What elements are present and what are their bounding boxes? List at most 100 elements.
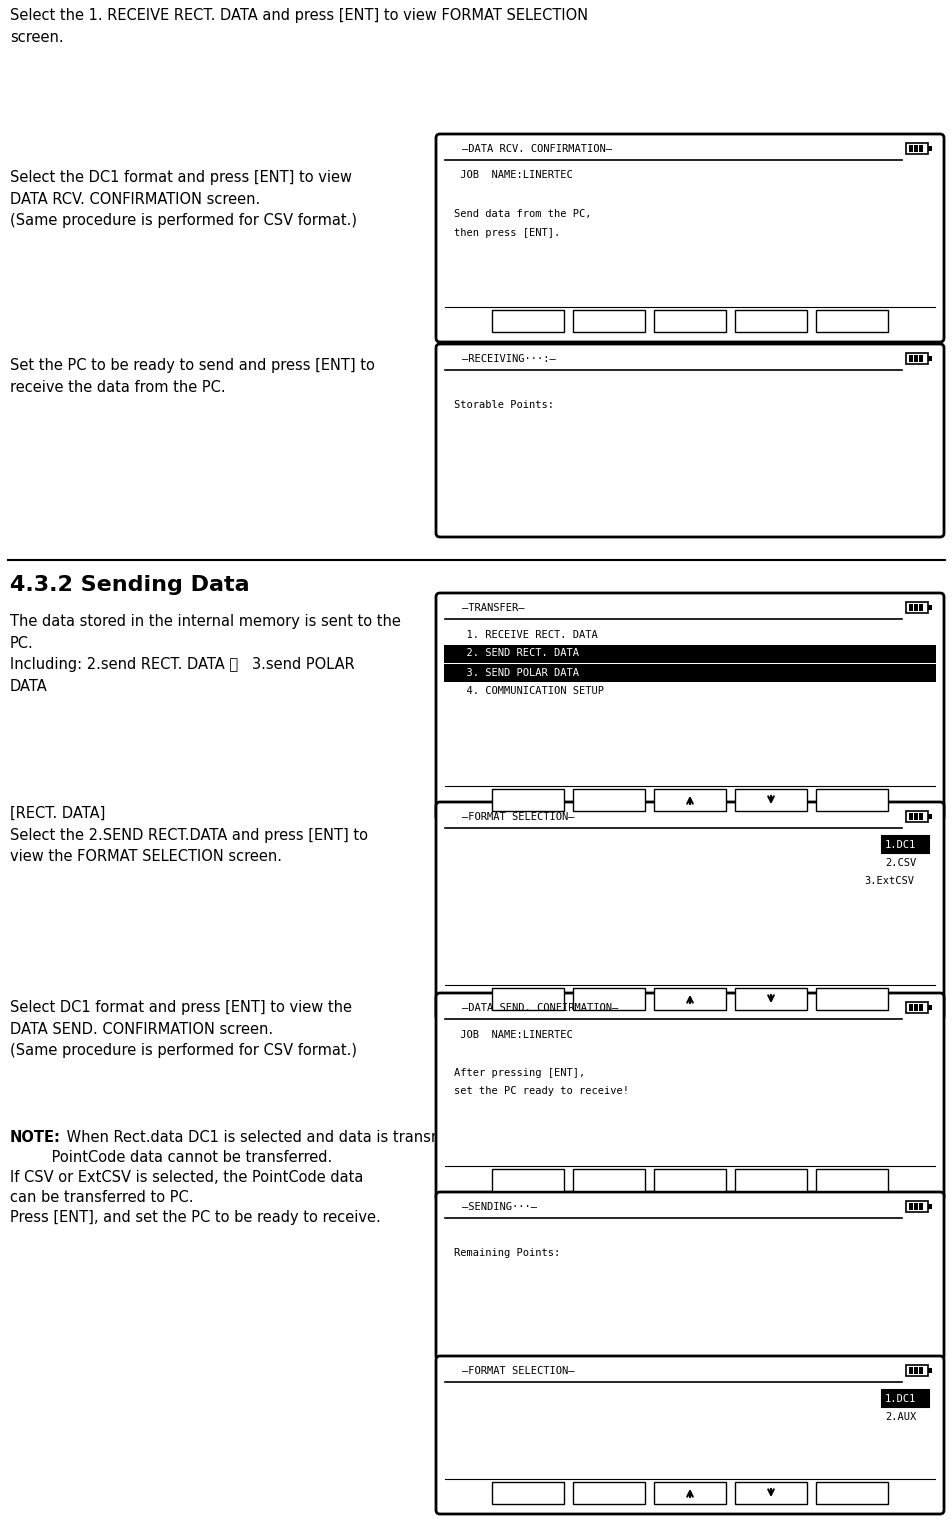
Bar [927,356,931,362]
Text: 1.DC1: 1.DC1 [884,839,915,850]
Bar [572,987,645,1010]
Text: If CSV or ExtCSV is selected, the PointCode data: If CSV or ExtCSV is selected, the PointC… [10,1170,363,1186]
FancyBboxPatch shape [436,134,943,342]
Text: —FORMAT SELECTION—: —FORMAT SELECTION— [462,1366,574,1376]
Text: —DATA SEND. CONFIRMATION—: —DATA SEND. CONFIRMATION— [462,1003,618,1013]
Text: Press [ENT], and set the PC to be ready to receive.: Press [ENT], and set the PC to be ready … [10,1210,381,1225]
FancyBboxPatch shape [436,1357,943,1514]
Bar [913,1004,917,1012]
FancyBboxPatch shape [436,993,943,1201]
Text: Select the 1. RECEIVE RECT. DATA and press [ENT] to view FORMAT SELECTION
screen: Select the 1. RECEIVE RECT. DATA and pre… [10,8,587,44]
FancyBboxPatch shape [436,1192,943,1360]
Bar [927,813,931,819]
Bar [734,310,806,333]
Text: 4. COMMUNICATION SETUP: 4. COMMUNICATION SETUP [453,687,604,696]
Bar [905,601,927,613]
Text: NOTE:: NOTE: [10,1129,61,1144]
Text: Storable Points:: Storable Points: [453,400,553,409]
Text: 2. SEND RECT. DATA: 2. SEND RECT. DATA [453,649,579,659]
Bar [918,1004,922,1012]
Bar [572,1169,645,1190]
Text: [RECT. DATA]
Select the 2.SEND RECT.DATA and press [ENT] to
view the FORMAT SELE: [RECT. DATA] Select the 2.SEND RECT.DATA… [10,806,367,864]
Bar [572,789,645,810]
Bar [918,813,922,819]
Text: Set the PC to be ready to send and press [ENT] to
receive the data from the PC.: Set the PC to be ready to send and press… [10,359,374,395]
Text: —FORMAT SELECTION—: —FORMAT SELECTION— [462,812,574,823]
Text: PointCode data cannot be transferred.: PointCode data cannot be transferred. [10,1151,332,1164]
Bar [913,604,917,610]
Bar [734,1482,806,1505]
Bar [927,604,931,610]
Bar [908,813,912,819]
Text: then press [ENT].: then press [ENT]. [453,227,560,238]
Bar [913,813,917,819]
Text: 1. RECEIVE RECT. DATA: 1. RECEIVE RECT. DATA [453,630,597,639]
Bar [572,310,645,333]
Bar [491,789,564,810]
Bar [572,1482,645,1505]
Bar [908,1367,912,1373]
Text: can be transferred to PC.: can be transferred to PC. [10,1190,193,1206]
Text: JOB  NAME:LINERTEC: JOB NAME:LINERTEC [453,1030,572,1039]
Bar [905,1201,927,1212]
Text: The data stored in the internal memory is sent to the
PC.
Including: 2.send RECT: The data stored in the internal memory i… [10,613,401,694]
Bar [913,1367,917,1373]
Bar [653,789,725,810]
Bar [734,789,806,810]
Text: —SENDING···—: —SENDING···— [462,1202,536,1212]
Text: —TRANSFER—: —TRANSFER— [462,603,524,613]
Text: Select DC1 format and press [ENT] to view the
DATA SEND. CONFIRMATION screen.
(S: Select DC1 format and press [ENT] to vie… [10,1000,357,1058]
FancyBboxPatch shape [436,594,943,821]
Bar [908,1004,912,1012]
Bar [908,356,912,362]
Bar [734,987,806,1010]
Bar [927,1004,931,1010]
Bar [908,145,912,153]
Text: Send data from the PC,: Send data from the PC, [453,209,591,218]
Bar [653,1169,725,1190]
Text: set the PC ready to receive!: set the PC ready to receive! [453,1087,628,1097]
Bar [908,604,912,610]
Bar [444,645,935,662]
Bar [905,810,927,823]
Text: Select the DC1 format and press [ENT] to view
DATA RCV. CONFIRMATION screen.
(Sa: Select the DC1 format and press [ENT] to… [10,169,357,229]
Bar [918,604,922,610]
Text: 3.ExtCSV: 3.ExtCSV [863,876,913,887]
Bar [913,356,917,362]
FancyBboxPatch shape [436,803,943,1019]
Text: After pressing [ENT],: After pressing [ENT], [453,1068,585,1077]
Bar [918,1202,922,1210]
Bar [815,1482,887,1505]
Bar [815,1169,887,1190]
Bar [927,1367,931,1373]
Text: —DATA RCV. CONFIRMATION—: —DATA RCV. CONFIRMATION— [462,143,611,154]
Bar [927,1204,931,1209]
Text: —RECEIVING···:—: —RECEIVING···:— [462,354,555,365]
Text: JOB  NAME:LINERTEC: JOB NAME:LINERTEC [453,171,572,180]
Bar [815,987,887,1010]
Bar [734,1169,806,1190]
Bar [905,353,927,365]
Bar [491,987,564,1010]
Bar [491,1169,564,1190]
Text: Remaining Points:: Remaining Points: [453,1247,560,1257]
Text: 3. SEND POLAR DATA: 3. SEND POLAR DATA [453,667,579,678]
Bar [815,789,887,810]
Text: 4.3.2 Sending Data: 4.3.2 Sending Data [10,575,249,595]
Text: 31: 31 [921,1499,940,1514]
Bar [653,987,725,1010]
Bar [444,664,935,682]
Bar [881,1390,928,1407]
Bar [905,1003,927,1013]
Text: 1.DC1: 1.DC1 [884,1393,915,1404]
Bar [908,1202,912,1210]
Bar [918,145,922,153]
Bar [927,146,931,151]
Text: When Rect.data DC1 is selected and data is transmitted to PC, the DC1 format: When Rect.data DC1 is selected and data … [62,1129,644,1144]
Bar [918,356,922,362]
Bar [653,1482,725,1505]
Bar [881,836,928,853]
Bar [653,310,725,333]
Bar [913,1202,917,1210]
Text: 2.CSV: 2.CSV [884,858,915,868]
